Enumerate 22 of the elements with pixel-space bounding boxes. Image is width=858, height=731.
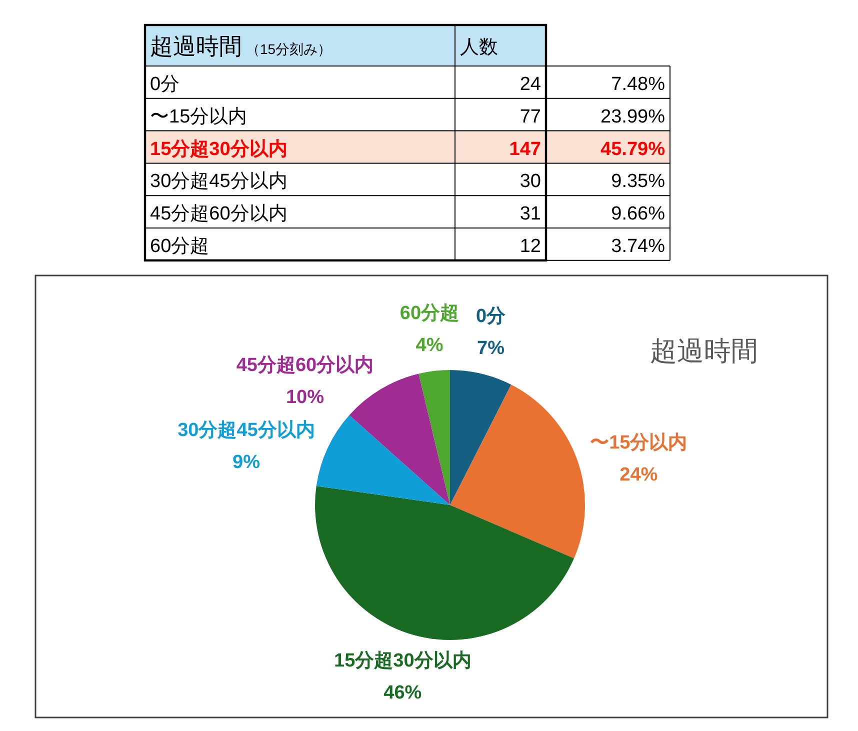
data-label: 24 bbox=[520, 74, 542, 95]
data-label: 147 bbox=[509, 138, 541, 160]
text: （15分刻み） bbox=[246, 41, 332, 57]
text: 人数 bbox=[460, 37, 498, 58]
text: 45.79% bbox=[600, 138, 666, 160]
category-label: 15分超30分以内 bbox=[150, 138, 288, 160]
data-label: 30 bbox=[520, 171, 541, 192]
category-label: 60分超 bbox=[150, 236, 210, 257]
data-label: 12 bbox=[520, 236, 541, 257]
category-label: 〜15分以内 bbox=[150, 106, 248, 128]
text: 7.48% bbox=[611, 74, 666, 95]
category-label: 30分超45分以内 bbox=[150, 171, 288, 192]
text: 9.66% bbox=[611, 204, 666, 225]
text: 9.35% bbox=[611, 171, 666, 192]
text: 3.74% bbox=[611, 236, 666, 257]
category-label: 45分超60分以内 bbox=[150, 204, 288, 225]
data-label: 77 bbox=[520, 106, 541, 128]
text: 超過時間 bbox=[650, 336, 758, 366]
text: 23.99% bbox=[600, 106, 666, 128]
category-label: 0分 bbox=[150, 74, 180, 95]
text: 超過時間 bbox=[150, 33, 242, 59]
data-label: 31 bbox=[520, 204, 541, 225]
